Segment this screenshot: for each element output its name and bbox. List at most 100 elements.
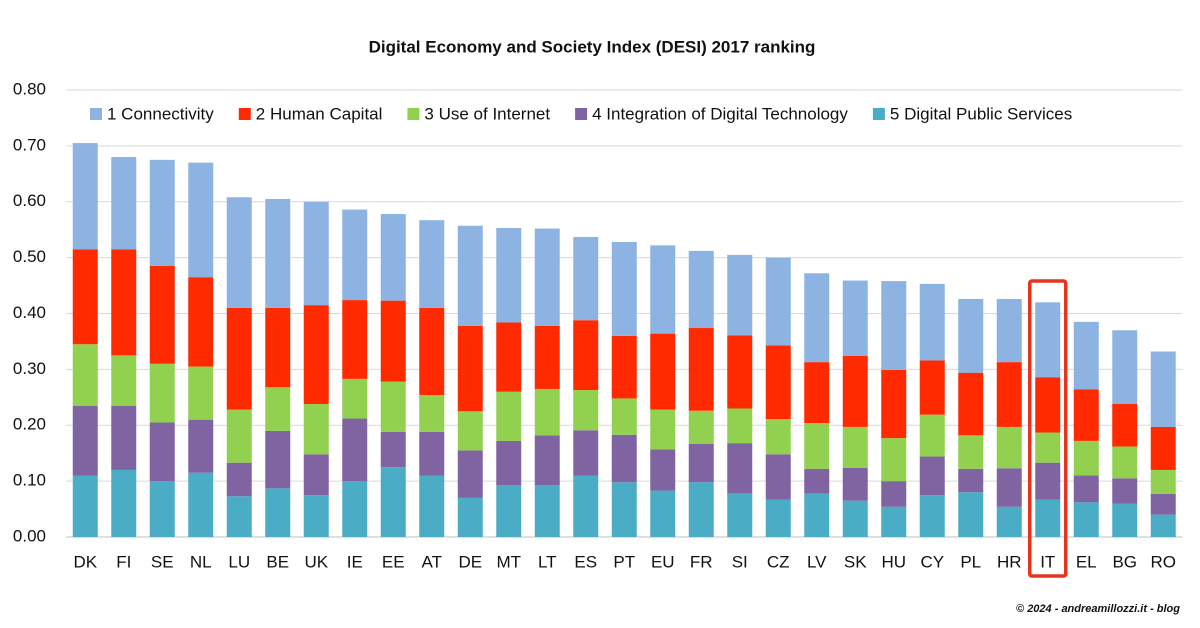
bar-segment [611,241,637,336]
bar-segment [342,209,368,301]
bar-segment [842,426,868,468]
x-tick-label: PT [613,552,635,571]
bar-segment [842,280,868,356]
bar-segment [111,249,137,356]
bar-segment [804,273,830,363]
y-tick-label: 0.80 [13,79,46,98]
bar-segment [303,495,329,537]
bar-segment [1112,330,1138,405]
bar-segment [1112,404,1138,447]
bar-segment [419,431,445,476]
bar-segment [611,398,637,435]
legend-label: 1 Connectivity [107,104,214,123]
bar-segment [188,277,214,367]
bar-segment [958,492,984,537]
bar-segment [1150,514,1176,537]
footer: © 2024 - andreamillozzi.it - blog [1016,603,1180,615]
bar-segment [688,482,714,537]
bar-segment [149,159,175,267]
bar-segment [534,325,560,389]
bar-segment [534,435,560,486]
bar-segment [534,228,560,326]
x-tick-label: NL [190,552,212,571]
bar-segment [842,467,868,501]
bar-segment [265,198,291,308]
bar-segment [303,305,329,405]
bar-segment [1073,389,1099,441]
legend-label: 5 Digital Public Services [890,104,1072,123]
bar-segment [804,493,830,537]
legend-swatch [407,108,420,120]
bar-segment [419,307,445,396]
bar-segment [842,355,868,427]
bar-segment [1150,351,1176,427]
bar-segment [650,333,676,410]
bar-segment [881,481,907,507]
bar-segment [342,300,368,379]
bar-segment [688,328,714,411]
bar-segment [496,391,522,441]
bar-segment [496,485,522,537]
bar-segment [188,419,214,473]
x-tick-label: BE [266,552,289,571]
x-tick-label: ES [574,552,597,571]
bar-segment [496,440,522,486]
bar-segment [919,414,945,457]
bar-segment [380,467,406,537]
legend-label: 2 Human Capital [256,104,383,123]
y-tick-label: 0.10 [13,471,46,490]
bar-segment [727,408,753,444]
bar-segment [765,345,791,420]
bar-segment [265,307,291,388]
bar-segment [380,381,406,432]
bar-segment [996,468,1022,507]
legend-swatch [238,108,251,120]
bar-segment [496,322,522,392]
bar-segment [111,157,137,250]
x-tick-label: UK [304,552,328,571]
y-tick-label: 0.00 [13,526,46,545]
bar-segment [958,372,984,436]
bar-segment [765,454,791,500]
y-tick-label: 0.40 [13,303,46,322]
bar-segment [226,409,252,463]
y-tick-label: 0.30 [13,359,46,378]
legend-swatch [90,108,102,120]
bar-segment [380,214,406,301]
bar-segment [881,438,907,482]
bar-segment [303,404,329,455]
bar-segment [611,335,637,399]
x-tick-label: EU [651,552,675,571]
bar-segment [380,300,406,382]
bar-segment [650,245,676,334]
bar-segment [72,405,98,476]
x-tick-label: LT [538,552,557,571]
bar-segment [804,362,830,424]
bar-segment [496,228,522,323]
bar-segment [457,450,483,498]
bar-segment [881,506,907,537]
bar-segment [534,485,560,537]
bar-segment [188,472,214,537]
bar-segment [919,283,945,361]
bar-segment [72,475,98,537]
bar-segment [842,500,868,537]
x-tick-label: IT [1040,552,1055,571]
bar-segment [573,475,599,537]
bar-segment [996,426,1022,469]
x-tick-label: LV [807,552,827,571]
y-tick-label: 0.70 [13,135,46,154]
x-tick-label: SK [844,552,867,571]
bar-segment [1112,503,1138,537]
bar-segment [765,257,791,346]
bar-segment [611,482,637,537]
bar-segment [573,430,599,476]
bar-segment [457,497,483,537]
bar-segment [419,220,445,308]
bar-segment [996,298,1022,363]
bar-segment [265,430,291,489]
bar-segment [611,434,637,483]
bar-segment [727,443,753,494]
bar-segment [380,431,406,468]
